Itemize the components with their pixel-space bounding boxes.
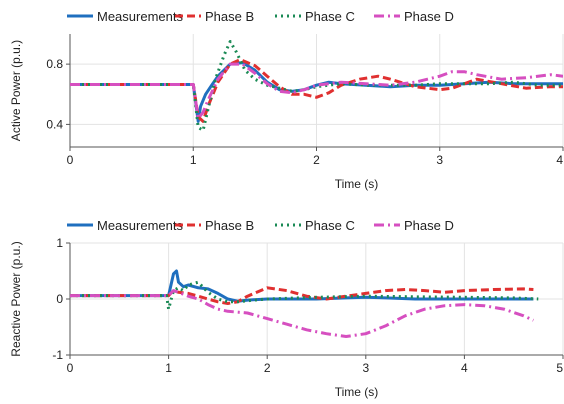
y-tick-label: 0.8 — [46, 57, 63, 71]
legend: Measurements Phase B Phase C Phase D — [67, 9, 454, 24]
x-tick-label: 3 — [436, 153, 443, 167]
y-tick-label: 1 — [56, 236, 63, 250]
reactive-power-chart: 0 1 2 3 4 5 -1 0 1 Time (s) Reactive Power (p.u.) M… — [9, 218, 564, 399]
x-axis-label: Time (s) — [335, 177, 379, 191]
legend-label: Phase C — [305, 218, 355, 233]
grid — [69, 34, 564, 147]
x-tick-label: 0 — [67, 153, 74, 167]
x-tick-label: 4 — [556, 153, 563, 167]
series-group — [70, 269, 539, 338]
x-tick-label: 5 — [556, 361, 563, 375]
y-axis-label: Reactive Power (p.u.) — [9, 241, 23, 356]
legend-label: Phase D — [404, 218, 454, 233]
x-tick-label: 4 — [461, 361, 468, 375]
legend-label: Measurements — [97, 9, 183, 24]
legend-label: Phase B — [205, 218, 254, 233]
y-tick-label: -1 — [52, 348, 63, 362]
legend: Measurements Phase B Phase C Phase D — [67, 218, 454, 233]
legend-label: Phase B — [205, 9, 254, 24]
series-line-phase-d — [70, 62, 563, 120]
x-tick-label: 1 — [190, 153, 197, 167]
x-tick-label: 2 — [313, 153, 320, 167]
y-tick-label: 0 — [56, 292, 63, 306]
x-tick-label: 0 — [67, 361, 74, 375]
active-power-chart: 0 1 2 3 4 0.4 0.8 Time (s) Active Power (p.u.) Me… — [9, 9, 564, 191]
x-tick-label: 1 — [165, 361, 172, 375]
series-line-phase-c — [70, 40, 563, 132]
series-group — [70, 40, 563, 132]
legend-label: Measurements — [97, 218, 183, 233]
legend-label: Phase C — [305, 9, 355, 24]
y-axis-label: Active Power (p.u.) — [9, 40, 23, 141]
legend-label: Phase D — [404, 9, 454, 24]
series-line-phase-d — [70, 289, 535, 338]
y-tick-label: 0.4 — [46, 117, 63, 131]
x-tick-label: 3 — [362, 361, 369, 375]
series-line-phase-b — [70, 286, 534, 305]
x-axis-label: Time (s) — [335, 385, 379, 399]
x-tick-label: 2 — [264, 361, 271, 375]
